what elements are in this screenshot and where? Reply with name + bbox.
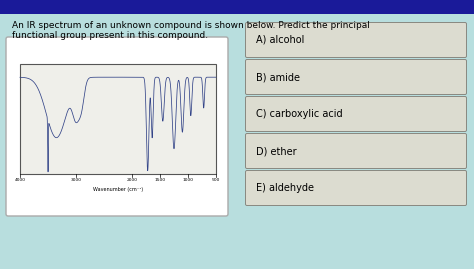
Text: 2000: 2000 — [127, 178, 137, 182]
Text: An IR spectrum of an unknown compound is shown below. Predict the principal: An IR spectrum of an unknown compound is… — [12, 21, 370, 30]
Text: 1000: 1000 — [182, 178, 193, 182]
FancyBboxPatch shape — [246, 133, 466, 168]
Bar — [0, 0, 474, 14]
Bar — [20, 64, 216, 174]
FancyBboxPatch shape — [246, 23, 466, 58]
Text: functional group present in this compound.: functional group present in this compoun… — [12, 31, 208, 40]
Text: 500: 500 — [212, 178, 220, 182]
Text: E) aldehyde: E) aldehyde — [256, 183, 314, 193]
FancyBboxPatch shape — [246, 59, 466, 94]
Text: C) carboxylic acid: C) carboxylic acid — [256, 109, 343, 119]
Text: 4000: 4000 — [15, 178, 26, 182]
Text: A) alcohol: A) alcohol — [256, 35, 304, 45]
FancyBboxPatch shape — [246, 171, 466, 206]
Text: 3000: 3000 — [71, 178, 82, 182]
Text: 1500: 1500 — [155, 178, 165, 182]
Text: B) amide: B) amide — [256, 72, 300, 82]
FancyBboxPatch shape — [246, 97, 466, 132]
Text: Wavenumber (cm⁻¹): Wavenumber (cm⁻¹) — [93, 187, 143, 192]
Text: D) ether: D) ether — [256, 146, 297, 156]
FancyBboxPatch shape — [6, 37, 228, 216]
